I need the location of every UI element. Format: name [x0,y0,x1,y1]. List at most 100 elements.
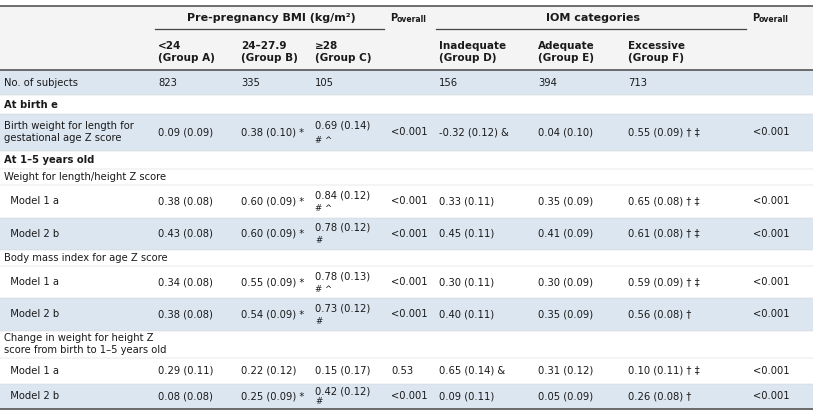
Text: P: P [390,13,397,23]
Text: 0.38 (0.08): 0.38 (0.08) [158,197,213,206]
Text: 0.10 (0.11) † ‡: 0.10 (0.11) † ‡ [628,366,700,376]
Text: 0.33 (0.11): 0.33 (0.11) [439,197,494,206]
Text: -0.32 (0.12) &: -0.32 (0.12) & [439,127,509,137]
Text: 0.65 (0.08) † ‡: 0.65 (0.08) † ‡ [628,197,700,206]
Text: 0.54 (0.09) *: 0.54 (0.09) * [241,309,304,319]
Text: # ^: # ^ [315,285,333,294]
Text: 0.45 (0.11): 0.45 (0.11) [439,229,494,239]
Text: 823: 823 [158,78,177,88]
Text: 0.69 (0.14): 0.69 (0.14) [315,121,370,131]
Text: <0.001: <0.001 [753,197,789,206]
Text: 0.30 (0.11): 0.30 (0.11) [439,277,494,287]
Text: 0.09 (0.09): 0.09 (0.09) [158,127,213,137]
Text: 0.26 (0.08) †: 0.26 (0.08) † [628,391,691,401]
Text: Model 1 a: Model 1 a [4,366,59,376]
Text: 0.65 (0.14) &: 0.65 (0.14) & [439,366,505,376]
Text: 0.15 (0.17): 0.15 (0.17) [315,366,371,376]
Text: 0.04 (0.10): 0.04 (0.10) [538,127,593,137]
Text: #: # [315,397,322,406]
Text: # ^: # ^ [315,204,333,213]
Text: Adequate
(Group E): Adequate (Group E) [538,40,595,64]
Text: 0.55 (0.09) † ‡: 0.55 (0.09) † ‡ [628,127,700,137]
Text: # ^: # ^ [315,136,333,145]
Text: Pre-pregnancy BMI (kg/m²): Pre-pregnancy BMI (kg/m²) [187,13,356,23]
Text: At 1–5 years old: At 1–5 years old [4,155,94,165]
Text: 0.56 (0.08) †: 0.56 (0.08) † [628,309,691,319]
Text: 0.05 (0.09): 0.05 (0.09) [538,391,593,401]
Bar [0,114,813,151]
Bar [0,218,813,250]
Text: Model 2 b: Model 2 b [4,391,59,401]
Text: IOM categories: IOM categories [546,13,640,23]
Bar [0,151,813,169]
Text: overall: overall [759,16,789,24]
Text: <0.001: <0.001 [391,277,428,287]
Text: 335: 335 [241,78,260,88]
Bar [0,185,813,218]
Text: <0.001: <0.001 [391,127,428,137]
Text: No. of subjects: No. of subjects [4,78,78,88]
Text: P: P [752,13,759,23]
Text: Inadequate
(Group D): Inadequate (Group D) [439,40,506,64]
Text: <0.001: <0.001 [753,309,789,319]
Bar [0,358,813,384]
Bar [0,95,813,114]
Text: 156: 156 [439,78,458,88]
Text: 0.41 (0.09): 0.41 (0.09) [538,229,593,239]
Text: 105: 105 [315,78,334,88]
Text: 0.38 (0.10) *: 0.38 (0.10) * [241,127,304,137]
Text: 0.60 (0.09) *: 0.60 (0.09) * [241,197,304,206]
Bar [0,298,813,330]
Text: 0.09 (0.11): 0.09 (0.11) [439,391,494,401]
Text: 0.25 (0.09) *: 0.25 (0.09) * [241,391,304,401]
Text: Change in weight for height Z
score from birth to 1–5 years old: Change in weight for height Z score from… [4,333,167,356]
Text: 0.42 (0.12): 0.42 (0.12) [315,387,370,397]
Text: 0.59 (0.09) † ‡: 0.59 (0.09) † ‡ [628,277,700,287]
Bar [0,266,813,298]
Bar [0,70,813,95]
Text: Model 2 b: Model 2 b [4,229,59,239]
Text: 0.31 (0.12): 0.31 (0.12) [538,366,593,376]
Text: 713: 713 [628,78,647,88]
Text: 0.08 (0.08): 0.08 (0.08) [158,391,213,401]
Text: <0.001: <0.001 [391,197,428,206]
Bar [0,169,813,185]
Text: <0.001: <0.001 [753,229,789,239]
Text: 0.78 (0.13): 0.78 (0.13) [315,271,370,281]
Text: 0.43 (0.08): 0.43 (0.08) [158,229,213,239]
Text: #: # [315,236,322,245]
Text: <0.001: <0.001 [753,391,789,401]
Text: Model 1 a: Model 1 a [4,197,59,206]
Text: #: # [315,317,322,326]
Text: <0.001: <0.001 [753,366,789,376]
Text: Birth weight for length for
gestational age Z score: Birth weight for length for gestational … [4,121,134,143]
Text: 24–27.9
(Group B): 24–27.9 (Group B) [241,40,298,64]
Text: ≥28
(Group C): ≥28 (Group C) [315,40,372,64]
Bar [0,330,813,358]
Bar [0,250,813,266]
Text: 0.35 (0.09): 0.35 (0.09) [538,197,593,206]
Text: 394: 394 [538,78,557,88]
Text: 0.53: 0.53 [391,366,413,376]
Text: 0.73 (0.12): 0.73 (0.12) [315,304,370,313]
Text: overall: overall [397,16,427,24]
Text: 0.35 (0.09): 0.35 (0.09) [538,309,593,319]
Text: 0.34 (0.08): 0.34 (0.08) [158,277,213,287]
Text: <0.001: <0.001 [391,309,428,319]
Text: <0.001: <0.001 [391,391,428,401]
Text: 0.38 (0.08): 0.38 (0.08) [158,309,213,319]
Text: 0.78 (0.12): 0.78 (0.12) [315,223,370,233]
Text: 0.60 (0.09) *: 0.60 (0.09) * [241,229,304,239]
Text: Model 2 b: Model 2 b [4,309,59,319]
Text: 0.30 (0.09): 0.30 (0.09) [538,277,593,287]
Text: 0.84 (0.12): 0.84 (0.12) [315,191,370,201]
Text: At birth e: At birth e [4,100,58,109]
Text: 0.29 (0.11): 0.29 (0.11) [158,366,213,376]
Text: 0.61 (0.08) † ‡: 0.61 (0.08) † ‡ [628,229,700,239]
Text: <24
(Group A): <24 (Group A) [158,40,215,64]
Text: <0.001: <0.001 [753,127,789,137]
Bar [0,384,813,409]
Text: <0.001: <0.001 [391,229,428,239]
Text: 0.40 (0.11): 0.40 (0.11) [439,309,494,319]
Text: <0.001: <0.001 [753,277,789,287]
